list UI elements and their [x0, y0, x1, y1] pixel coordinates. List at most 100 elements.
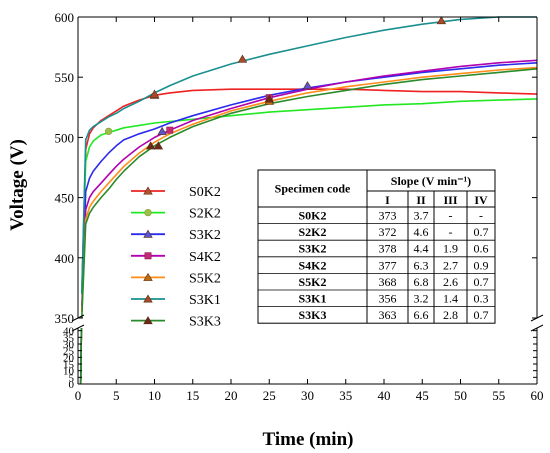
x-tick-label-45: 45	[416, 388, 429, 403]
x-tick-label-15: 15	[186, 388, 199, 403]
x-tick-label-10: 10	[148, 388, 161, 403]
table-cell-s4k2-4: 0.9	[474, 258, 489, 272]
legend-marker-s3k3	[143, 316, 153, 325]
y-tick-label-400: 400	[55, 251, 75, 266]
legend-label-s3k1: S3K1	[189, 293, 221, 308]
table-cell-s2k2-2: 4.6	[414, 225, 429, 239]
legend: S0K2 S2K2 S3K2 S4K2 S5K2 S3K1 S3K3	[131, 185, 221, 330]
table-cell-s0k2-0: S0K2	[298, 209, 326, 223]
table-cell-s2k2-3: -	[449, 225, 453, 239]
y-tick-label-450: 450	[55, 191, 75, 206]
x-tick-label-30: 30	[301, 388, 314, 403]
table-col-header-i: I	[385, 193, 390, 207]
table-cell-s3k1-4: 0.3	[474, 292, 489, 306]
table-cell-s2k2-4: 0.7	[474, 225, 489, 239]
legend-label-s3k2: S3K2	[189, 228, 221, 243]
x-tick-label-0: 0	[75, 388, 82, 403]
y-lower-tick-label-5: 5	[69, 372, 75, 384]
table-cell-s4k2-3: 2.7	[443, 258, 458, 272]
legend-label-s3k3: S3K3	[189, 315, 221, 330]
table-cell-s5k2-3: 2.6	[443, 275, 458, 289]
y-tick-label-500: 500	[55, 130, 75, 145]
data-point-s3k3-2	[153, 141, 164, 150]
x-tick-label-50: 50	[454, 388, 467, 403]
table-cell-s3k1-2: 3.2	[414, 292, 429, 306]
data-point-s3k1-1	[149, 89, 160, 98]
legend-marker-s3k1	[143, 294, 153, 303]
x-tick-label-55: 55	[492, 388, 505, 403]
legend-label-s0k2: S0K2	[189, 185, 221, 200]
table-cell-s5k2-1: 368	[379, 275, 397, 289]
axis-break-gap-left	[71, 319, 85, 327]
axis-break-gap-right	[530, 319, 544, 327]
series-markers	[104, 16, 447, 150]
data-point-s2k2-1	[104, 127, 113, 136]
legend-label-s4k2: S4K2	[189, 250, 221, 265]
x-axis-title: Time (min)	[263, 429, 354, 450]
table-cell-s3k2-1: 378	[379, 242, 397, 256]
y-tick-label-550: 550	[55, 70, 75, 85]
table-cell-s5k2-4: 0.7	[474, 275, 489, 289]
y-tick-label-600: 600	[55, 10, 75, 25]
data-point-s3k2-2	[302, 81, 313, 90]
table-cell-s5k2-0: S5K2	[298, 275, 326, 289]
y-tick-label-350: 350	[55, 311, 75, 326]
data-point-s3k2-1	[157, 126, 167, 135]
table-cell-s3k1-3: 1.4	[443, 292, 458, 306]
table-col-header-iv: IV	[474, 193, 488, 207]
data-point-s3k3-1	[145, 141, 156, 150]
table-cell-s3k3-0: S3K3	[298, 308, 326, 322]
x-tick-label-25: 25	[263, 388, 276, 403]
legend-marker-s5k2	[143, 272, 153, 281]
axes: 0 5 10 15 20 25 30 35 40 45 50 55 603504004505005506…	[55, 10, 544, 403]
data-point-s3k3-3	[264, 94, 274, 103]
table-cell-s2k2-0: S2K2	[298, 225, 326, 239]
table-cell-s3k2-2: 4.4	[414, 242, 429, 256]
axis-break-mark-left-lower	[71, 324, 85, 332]
table-cell-s5k2-2: 6.8	[414, 275, 429, 289]
axis-break-mark-right-lower	[530, 324, 544, 332]
table-cell-s3k1-1: 356	[379, 292, 397, 306]
x-tick-label-35: 35	[339, 388, 352, 403]
table-cell-s4k2-0: S4K2	[298, 258, 326, 272]
table-col-header-iii: III	[443, 193, 457, 207]
data-point-s3k1-2	[237, 54, 248, 63]
table-cell-s4k2-2: 6.3	[414, 258, 429, 272]
y-lower-tick-label-30: 30	[63, 339, 75, 351]
table-col-header-ii: II	[416, 193, 426, 207]
y-lower-tick-label-20: 20	[63, 352, 75, 364]
y-lower-tick-label-0: 0	[69, 379, 75, 391]
x-tick-label-20: 20	[225, 388, 238, 403]
table-cell-s3k3-4: 0.7	[474, 308, 489, 322]
table-cell-s0k2-3: -	[449, 209, 453, 223]
x-tick-label-60: 60	[531, 388, 544, 403]
legend-label-s5k2: S5K2	[189, 271, 221, 286]
legend-marker-s2k2	[144, 208, 152, 217]
table-cell-s0k2-1: 373	[379, 209, 397, 223]
legend-marker-s0k2	[143, 186, 153, 195]
data-point-s4k2-1	[166, 126, 174, 134]
legend-marker-s3k2	[143, 229, 153, 238]
table-cell-s0k2-4: -	[479, 209, 483, 223]
y-lower-tick-label-40: 40	[63, 326, 75, 338]
y-lower-tick-label-15: 15	[63, 359, 75, 371]
legend-marker-s4k2	[144, 252, 152, 260]
table-border	[257, 169, 496, 324]
table-cell-s3k3-2: 6.6	[414, 308, 429, 322]
x-tick-label-40: 40	[378, 388, 391, 403]
table-cell-s0k2-2: 3.7	[414, 209, 429, 223]
y-lower-tick-label-35: 35	[63, 332, 75, 344]
data-point-s3k1-3	[436, 16, 447, 25]
table-cell-s4k2-1: 377	[379, 258, 397, 272]
table-header-specimen: Specimen code	[275, 182, 351, 196]
y-axis-title: Voltage (V)	[7, 139, 28, 231]
y-lower-tick-label-10: 10	[63, 366, 75, 378]
table-cell-s3k1-0: S3K1	[298, 292, 326, 306]
y-lower-tick-label-25: 25	[63, 346, 75, 358]
table-cell-s2k2-1: 372	[379, 225, 397, 239]
x-tick-label-5: 5	[113, 388, 120, 403]
table-cell-s3k3-1: 363	[379, 308, 397, 322]
table-cell-s3k2-0: S3K2	[298, 242, 326, 256]
